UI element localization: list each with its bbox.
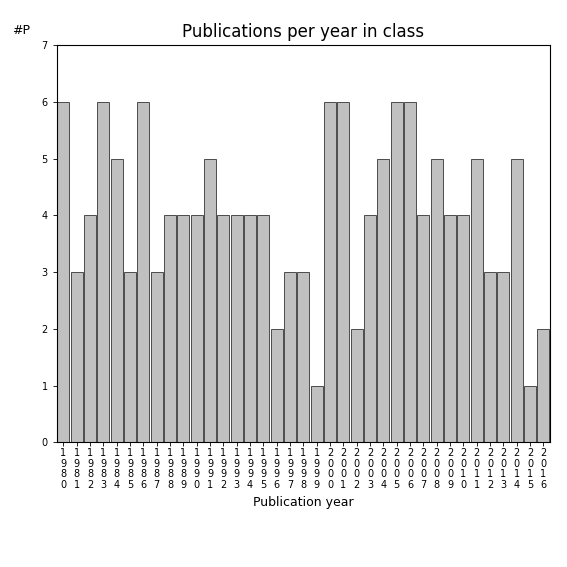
Bar — [71, 272, 83, 442]
Bar — [417, 215, 429, 442]
Bar — [324, 102, 336, 442]
X-axis label: Publication year: Publication year — [253, 496, 354, 509]
Bar — [98, 102, 109, 442]
Bar — [204, 159, 216, 442]
Bar — [511, 159, 523, 442]
Bar — [297, 272, 310, 442]
Bar — [458, 215, 469, 442]
Bar — [257, 215, 269, 442]
Bar — [244, 215, 256, 442]
Text: #P: #P — [12, 24, 30, 37]
Bar — [378, 159, 390, 442]
Bar — [538, 329, 549, 442]
Bar — [471, 159, 483, 442]
Bar — [284, 272, 296, 442]
Bar — [177, 215, 189, 442]
Bar — [191, 215, 202, 442]
Bar — [524, 386, 536, 442]
Bar — [364, 215, 376, 442]
Bar — [111, 159, 122, 442]
Bar — [137, 102, 149, 442]
Bar — [431, 159, 443, 442]
Bar — [337, 102, 349, 442]
Bar — [84, 215, 96, 442]
Bar — [484, 272, 496, 442]
Bar — [497, 272, 509, 442]
Bar — [124, 272, 136, 442]
Bar — [404, 102, 416, 442]
Bar — [217, 215, 230, 442]
Title: Publications per year in class: Publications per year in class — [182, 23, 425, 41]
Bar — [270, 329, 283, 442]
Bar — [391, 102, 403, 442]
Bar — [231, 215, 243, 442]
Bar — [350, 329, 363, 442]
Bar — [444, 215, 456, 442]
Bar — [311, 386, 323, 442]
Bar — [151, 272, 163, 442]
Bar — [164, 215, 176, 442]
Bar — [57, 102, 69, 442]
